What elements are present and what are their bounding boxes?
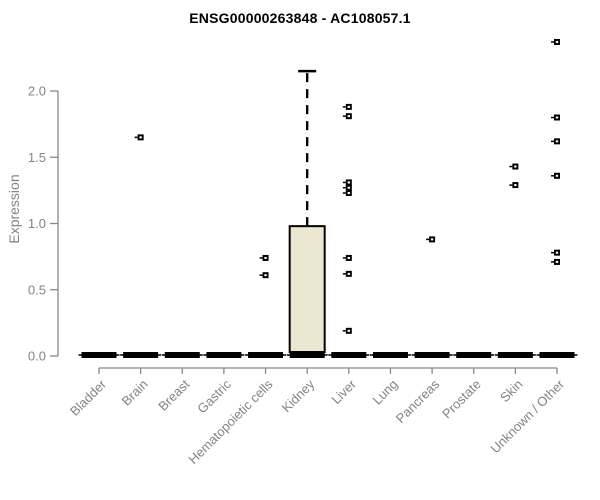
outlier-point-center <box>555 260 559 263</box>
chart-title: ENSG00000263848 - AC108057.1 <box>189 10 411 26</box>
x-tick-label: Prostate <box>439 377 484 422</box>
x-tick-label: Gastric <box>194 376 234 416</box>
outlier-point-center <box>555 140 559 143</box>
outlier-point-center <box>347 192 351 195</box>
median-line <box>497 352 533 358</box>
outlier-point-center <box>430 238 434 241</box>
outlier-point-center <box>264 256 267 259</box>
outlier-point-center <box>264 274 267 277</box>
outlier-point-center <box>347 329 351 332</box>
outlier-point-center <box>555 251 559 254</box>
median-line <box>248 352 284 358</box>
median-line <box>289 352 325 358</box>
median-line <box>456 352 492 358</box>
outlier-point-center <box>139 136 142 139</box>
y-tick-label: 1.0 <box>28 216 46 231</box>
x-tick-label: Liver <box>328 376 359 407</box>
outlier-point-center <box>347 272 351 275</box>
outlier-point-center <box>347 105 351 108</box>
x-tick-label: Unknown / Other <box>488 376 568 456</box>
outlier-point-center <box>514 184 517 187</box>
outlier-point-center <box>555 174 559 177</box>
median-line <box>372 352 408 358</box>
outlier-point-center <box>347 181 351 184</box>
median-line <box>164 352 200 358</box>
median-line <box>81 352 117 358</box>
median-line <box>539 352 575 358</box>
x-tick-label: Lung <box>370 377 401 408</box>
median-line <box>414 352 450 358</box>
x-tick-label: Breast <box>155 376 192 413</box>
outlier-point-center <box>514 165 517 168</box>
x-tick-label: Skin <box>497 377 525 405</box>
median-line <box>206 352 242 358</box>
y-tick-label: 0.5 <box>28 282 46 297</box>
y-tick-label: 0.0 <box>28 349 46 364</box>
x-tick-label: Kidney <box>279 376 318 415</box>
median-line <box>331 352 367 358</box>
box <box>288 225 326 353</box>
median-line <box>123 352 159 358</box>
x-tick-label: Pancreas <box>393 376 443 426</box>
y-tick-label: 2.0 <box>28 84 46 99</box>
outlier-point-center <box>347 186 351 189</box>
y-tick-label: 1.5 <box>28 150 46 165</box>
x-tick-label: Brain <box>119 377 151 409</box>
outlier-point-center <box>347 256 351 259</box>
x-tick-label: Bladder <box>67 376 110 419</box>
outlier-point-center <box>347 115 351 118</box>
outlier-point-center <box>555 40 559 43</box>
outlier-point-center <box>555 116 559 119</box>
